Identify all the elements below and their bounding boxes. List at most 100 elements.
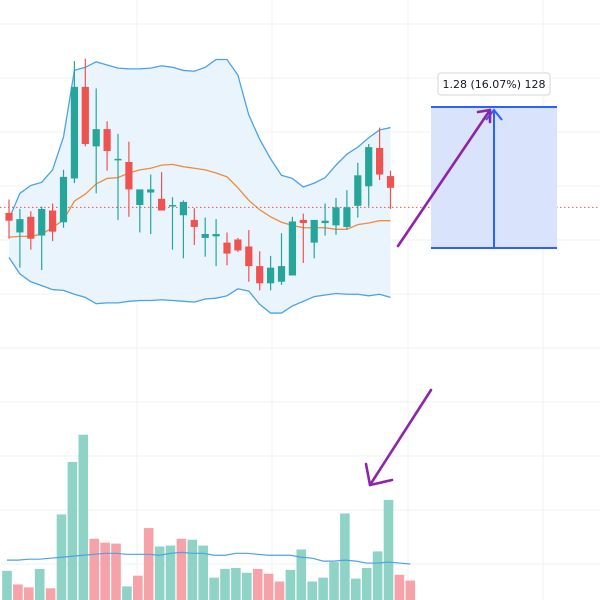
candle[interactable] bbox=[277, 233, 286, 285]
volume-bar[interactable] bbox=[220, 568, 230, 600]
candle[interactable] bbox=[343, 190, 351, 230]
candle-body bbox=[201, 234, 209, 238]
volume-bar[interactable] bbox=[133, 575, 143, 600]
candle[interactable] bbox=[256, 251, 264, 291]
volume-bar[interactable] bbox=[122, 586, 132, 600]
candle-body bbox=[190, 219, 198, 227]
volume-bar[interactable] bbox=[285, 569, 296, 600]
volume-bar[interactable] bbox=[78, 434, 89, 600]
candle[interactable] bbox=[158, 172, 166, 211]
candle[interactable] bbox=[70, 61, 78, 184]
candle[interactable] bbox=[168, 197, 177, 250]
candle-body bbox=[27, 216, 35, 239]
annotation-arrows[interactable] bbox=[364, 108, 492, 487]
volume-bar[interactable] bbox=[187, 539, 198, 600]
candle[interactable] bbox=[321, 203, 329, 236]
candle[interactable] bbox=[147, 174, 155, 234]
candle[interactable] bbox=[92, 88, 100, 194]
candle[interactable] bbox=[16, 208, 24, 268]
candle-body bbox=[343, 207, 351, 227]
volume-bar[interactable] bbox=[263, 573, 274, 600]
volume-bar[interactable] bbox=[252, 568, 263, 600]
volume-bar[interactable] bbox=[89, 538, 99, 600]
candle[interactable] bbox=[299, 213, 307, 263]
volume-bar[interactable] bbox=[231, 567, 241, 600]
bollinger-upper-line bbox=[8, 58, 391, 220]
candle-body bbox=[223, 242, 231, 254]
candle-body bbox=[168, 205, 177, 207]
volume-bar[interactable] bbox=[242, 572, 252, 600]
candle[interactable] bbox=[27, 211, 35, 250]
candle-body bbox=[158, 198, 166, 211]
candle[interactable] bbox=[5, 199, 13, 239]
volume-bar[interactable] bbox=[307, 581, 317, 600]
candle-body bbox=[59, 176, 68, 223]
candle[interactable] bbox=[114, 133, 122, 220]
volume-bar[interactable] bbox=[340, 513, 350, 600]
candle[interactable] bbox=[245, 230, 253, 282]
volume-bar[interactable] bbox=[329, 562, 339, 600]
candle[interactable] bbox=[49, 203, 57, 242]
price-range-measure[interactable]: 1.28 (16.07%) 128 bbox=[431, 72, 557, 249]
candle[interactable] bbox=[38, 206, 46, 270]
candle[interactable] bbox=[223, 232, 231, 266]
volume-bar[interactable] bbox=[24, 587, 34, 600]
candle-body bbox=[147, 189, 155, 193]
candle[interactable] bbox=[386, 170, 395, 209]
volume-bar[interactable] bbox=[198, 545, 208, 600]
candle[interactable] bbox=[310, 219, 318, 259]
candle[interactable] bbox=[332, 198, 340, 235]
candle[interactable] bbox=[136, 189, 144, 233]
volume-bar[interactable] bbox=[165, 545, 176, 600]
candle-body bbox=[376, 147, 384, 175]
candle-body bbox=[114, 158, 122, 161]
candle[interactable] bbox=[288, 216, 296, 276]
upward-arrow-head-icon bbox=[476, 108, 492, 124]
measure-arrow-head-icon bbox=[485, 108, 503, 121]
candle[interactable] bbox=[376, 127, 384, 180]
volume-bar[interactable] bbox=[209, 577, 219, 600]
volume-bar[interactable] bbox=[154, 546, 165, 600]
candle-body bbox=[386, 176, 395, 188]
downward-arrow-line[interactable] bbox=[368, 388, 433, 487]
volume-bar[interactable] bbox=[296, 549, 307, 600]
volume-bar[interactable] bbox=[383, 499, 394, 600]
volume-bar[interactable] bbox=[13, 584, 23, 600]
volume-bar[interactable] bbox=[394, 574, 405, 600]
volume-bar[interactable] bbox=[274, 581, 285, 600]
volume-bar[interactable] bbox=[45, 588, 56, 600]
candle[interactable] bbox=[234, 237, 242, 252]
candle[interactable] bbox=[212, 219, 220, 267]
bollinger-basis-line bbox=[8, 163, 391, 238]
volume-bar[interactable] bbox=[372, 551, 383, 600]
volume-bar[interactable] bbox=[111, 543, 121, 600]
candle[interactable] bbox=[103, 121, 111, 171]
volume-bar[interactable] bbox=[176, 538, 187, 600]
candle[interactable] bbox=[179, 200, 187, 259]
volume-bar[interactable] bbox=[2, 570, 12, 600]
candlestick-series bbox=[5, 58, 395, 291]
candle[interactable] bbox=[354, 162, 362, 218]
volume-bar[interactable] bbox=[361, 567, 372, 600]
candle-body bbox=[81, 86, 89, 144]
candle[interactable] bbox=[365, 144, 373, 207]
candle-body bbox=[267, 267, 275, 284]
volume-bar[interactable] bbox=[318, 577, 328, 600]
candle-body bbox=[277, 266, 286, 282]
volume-bar[interactable] bbox=[67, 461, 78, 600]
volume-bar[interactable] bbox=[351, 578, 361, 600]
volume-bar[interactable] bbox=[34, 568, 45, 600]
candle[interactable] bbox=[81, 58, 89, 147]
candle[interactable] bbox=[125, 141, 133, 217]
volume-bar[interactable] bbox=[100, 542, 110, 600]
candle[interactable] bbox=[267, 255, 275, 291]
candle[interactable] bbox=[201, 217, 209, 257]
candle[interactable] bbox=[59, 169, 68, 228]
volume-bar[interactable] bbox=[143, 528, 154, 600]
measure-label: 1.28 (16.07%) 128 bbox=[442, 78, 545, 91]
volume-bar[interactable] bbox=[405, 580, 416, 600]
candle-body bbox=[234, 239, 242, 251]
upward-arrow-line[interactable] bbox=[396, 108, 492, 248]
candle[interactable] bbox=[190, 208, 198, 245]
